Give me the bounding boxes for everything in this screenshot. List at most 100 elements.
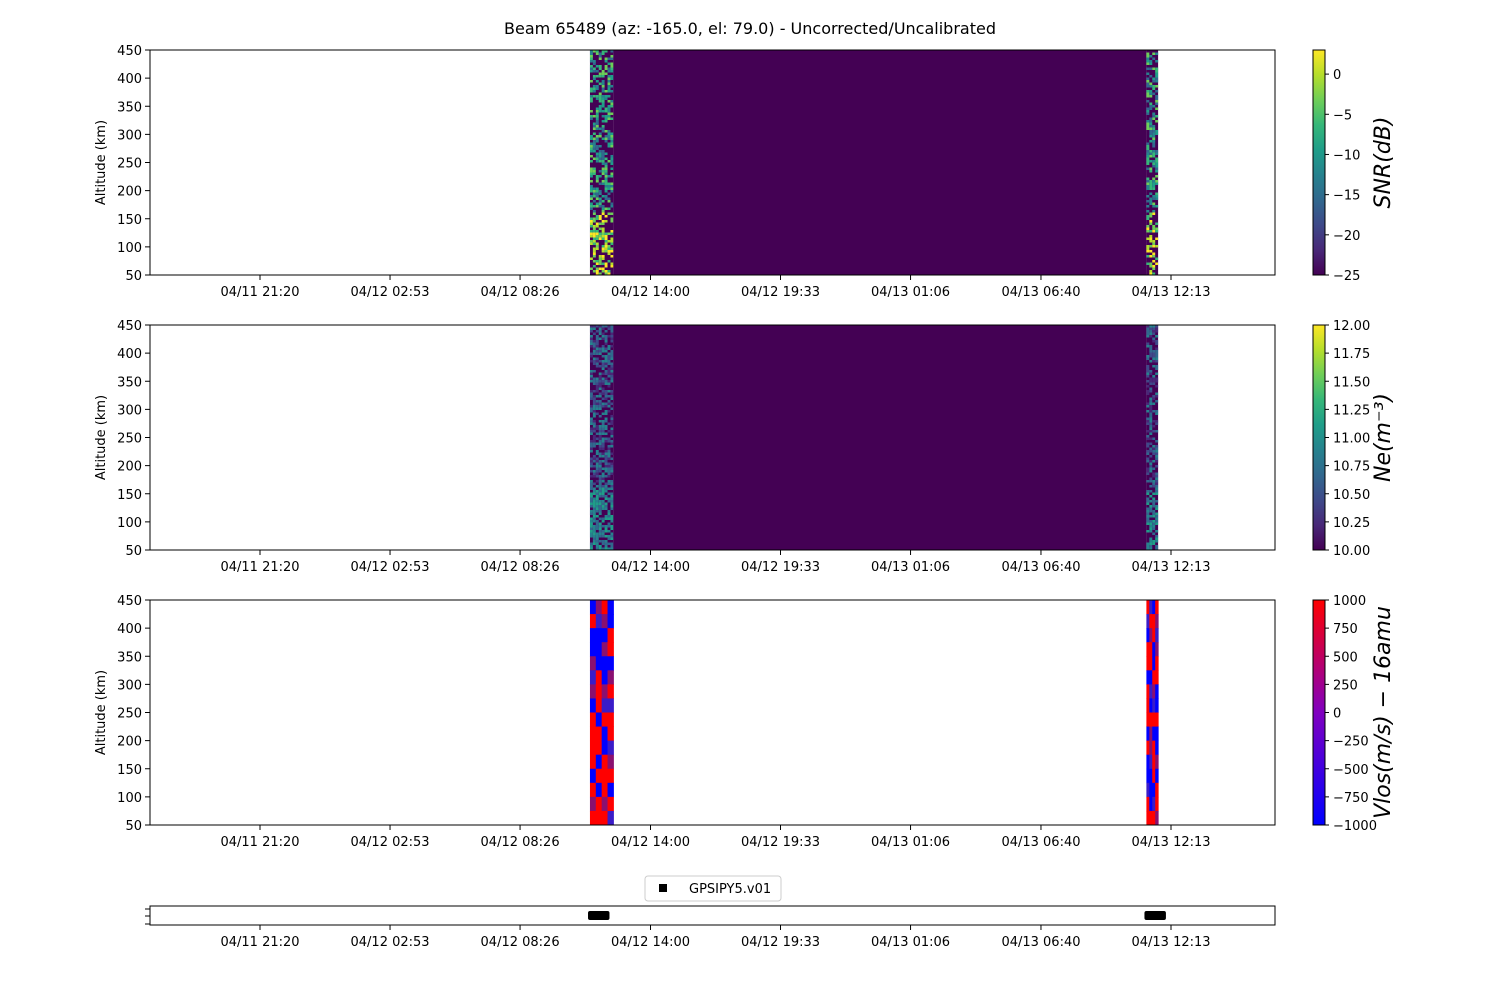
- ne-cell: [595, 390, 599, 393]
- snr-cell: [1146, 205, 1150, 208]
- vlos-cell: [1155, 754, 1159, 770]
- snr-xtick-label-6: 04/13 06:40: [1001, 285, 1080, 300]
- snr-cell: [595, 122, 599, 125]
- ne-cell: [607, 542, 611, 545]
- snr-cell: [604, 207, 608, 210]
- ne-cell: [1146, 420, 1150, 423]
- snr-cell: [604, 65, 608, 68]
- ne-cell: [595, 405, 599, 408]
- ne-cell: [610, 535, 614, 538]
- ne-cell: [589, 457, 593, 460]
- snr-cell: [607, 135, 611, 138]
- ne-cell: [604, 497, 608, 500]
- snr-cell: [610, 77, 614, 80]
- snr-cell: [604, 97, 608, 100]
- ne-cell: [598, 382, 602, 385]
- snr-cell: [598, 237, 602, 240]
- ne-cell: [1149, 442, 1153, 445]
- vlos-xtick-label-4: 04/12 19:33: [741, 835, 820, 850]
- vlos-cell: [595, 670, 603, 685]
- vlos-ytick-label-0: 50: [125, 819, 142, 834]
- ne-colorbar-label: Ne(m⁻³): [1371, 393, 1396, 482]
- ne-cell: [1152, 492, 1156, 495]
- ne-cell: [601, 347, 605, 350]
- vlos-cell: [601, 656, 609, 671]
- snr-cell: [1146, 185, 1150, 188]
- vlos-cell: [595, 600, 603, 615]
- ne-cell: [1152, 450, 1156, 453]
- snr-cell: [607, 212, 611, 215]
- ne-cell: [592, 342, 596, 345]
- vlos-cell: [1152, 698, 1156, 713]
- ne-cell: [610, 330, 614, 333]
- ne-cell: [1146, 367, 1150, 370]
- snr-cell: [589, 235, 593, 238]
- snr-cell: [604, 60, 608, 63]
- snr-cell: [1149, 185, 1153, 188]
- ne-cell: [595, 450, 599, 453]
- ne-cell: [1149, 350, 1153, 353]
- ne-cell: [610, 452, 614, 455]
- snr-cell: [592, 225, 596, 228]
- snr-cell: [1146, 145, 1150, 148]
- ne-cell: [589, 395, 593, 398]
- vlos-cell: [1155, 698, 1159, 713]
- ne-cell: [595, 432, 599, 435]
- snr-cell: [589, 150, 593, 153]
- vlos-cell: [1146, 768, 1150, 784]
- ne-cell: [604, 495, 608, 498]
- snr-cell: [1152, 187, 1156, 190]
- snr-cell: [1149, 230, 1153, 233]
- snr-cell: [592, 200, 596, 203]
- ne-cell: [604, 450, 608, 453]
- snr-cell: [601, 50, 605, 53]
- snr-cell: [1146, 85, 1150, 88]
- ne-cell: [1149, 397, 1153, 400]
- snr-cell: [589, 147, 593, 150]
- ne-cell: [607, 482, 611, 485]
- ne-ytick-label-2: 150: [117, 488, 142, 503]
- snr-cell: [607, 175, 611, 178]
- snr-cell: [610, 157, 614, 160]
- snr-cell: [1155, 72, 1159, 75]
- ne-cell: [592, 412, 596, 415]
- snr-cell: [1152, 205, 1156, 208]
- snr-cell: [1146, 182, 1150, 185]
- ne-cell: [592, 370, 596, 373]
- snr-y-axis-label: Altitude (km): [94, 120, 109, 205]
- snr-cell: [604, 57, 608, 60]
- snr-cell: [607, 107, 611, 110]
- timeline-plot-frame: [149, 905, 1276, 926]
- ne-cell: [1155, 522, 1159, 525]
- ne-cell: [598, 467, 602, 470]
- vlos-cell: [1146, 698, 1150, 713]
- snr-cell: [592, 250, 596, 253]
- vlos-cell: [589, 698, 597, 713]
- snr-cell: [1146, 152, 1150, 155]
- ne-cell: [601, 332, 605, 335]
- snr-cell: [1152, 210, 1156, 213]
- snr-cell: [610, 202, 614, 205]
- snr-cell: [589, 230, 593, 233]
- snr-cell: [592, 260, 596, 263]
- snr-cell: [1149, 250, 1153, 253]
- snr-colorbar-tick-label-2: −10: [1333, 148, 1360, 163]
- ne-ytick-label-4: 250: [117, 432, 142, 447]
- ne-cell: [607, 345, 611, 348]
- ne-cell: [595, 360, 599, 363]
- ne-cell: [1146, 517, 1150, 520]
- snr-cell: [601, 250, 605, 253]
- ne-cell: [598, 540, 602, 543]
- ne-cell: [1152, 357, 1156, 360]
- ne-cell: [1146, 450, 1150, 453]
- ne-cell: [1146, 502, 1150, 505]
- ne-cell: [604, 545, 608, 548]
- ne-cell: [604, 370, 608, 373]
- ne-cell: [589, 502, 593, 505]
- snr-cell: [604, 72, 608, 75]
- ne-cell: [595, 465, 599, 468]
- snr-cell: [610, 112, 614, 115]
- vlos-cell: [601, 712, 609, 728]
- snr-cell: [598, 257, 602, 260]
- ne-cell: [601, 387, 605, 390]
